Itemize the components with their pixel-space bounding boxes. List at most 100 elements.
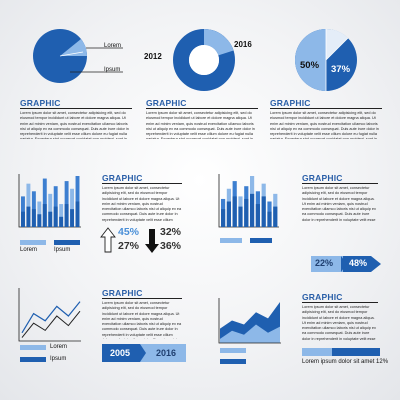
barR-bar-lower-8 (267, 211, 272, 227)
heading-r2c4: GRAPHIC (302, 173, 343, 183)
arrow-seg-22 (311, 256, 343, 272)
rule-r2c2 (102, 183, 182, 184)
arrow-label-22: 22% (315, 258, 334, 268)
barL-bar-lower-2 (31, 209, 36, 227)
barL-bar-lower-0 (21, 211, 25, 227)
pie3-label-50: 50% (300, 60, 320, 71)
bar-chart-left (18, 174, 81, 228)
arrow-down-icon (145, 229, 159, 253)
legend-swatch-ipsum-r3b (220, 359, 246, 364)
donut-slice-2012 (173, 29, 235, 91)
barL-bar-lower-8 (64, 204, 69, 227)
progress-caption: Lorem ipsum dolor sit amet 12% (302, 359, 389, 365)
pie3-slice-50 (295, 29, 326, 91)
pie1-slice-lorem (60, 39, 88, 56)
barL-bar-lower-5 (48, 211, 53, 227)
barR-bar-lower-9 (273, 206, 278, 227)
arrow-seg-48 (343, 256, 381, 272)
barL-bar-lower-6 (53, 206, 58, 227)
paragraph-r2c2: Lorem ipsum dolor sit amet, consectetur … (102, 186, 182, 222)
year-label-to: 2016 (156, 348, 177, 358)
area-chart (218, 298, 281, 344)
barR-bar-lower-7 (261, 196, 266, 227)
barR-bar-lower-4 (244, 198, 249, 227)
pie1-label-ipsum: Ipsum (104, 67, 121, 73)
arrow-label-48: 48% (349, 258, 368, 268)
bar-chart-right (218, 174, 279, 228)
paragraph-r1c3: Lorem ipsum dolor sit amet, consectetur … (270, 111, 379, 139)
pie3-label-37: 37% (331, 64, 351, 75)
barL-bar-4 (42, 178, 47, 227)
arrow-progress (311, 256, 381, 272)
legend-swatch-lorem-r3 (20, 345, 46, 350)
stat-down-a: 32% (160, 226, 182, 238)
paragraph-r1c2: Lorem ipsum dolor sit amet, consectetur … (146, 111, 255, 139)
progress-bar-fill (302, 348, 332, 356)
paragraph-r2c4: Lorem ipsum dolor sit amet, consectetur … (302, 186, 376, 222)
pie-chart-3 (295, 28, 357, 91)
barL-bar-2 (31, 191, 36, 227)
donut-hole (189, 45, 219, 75)
pie1-label-lorem: Lorem (104, 43, 122, 49)
barR-bar-lower-5 (250, 193, 255, 227)
heading-r1c2: GRAPHIC (146, 98, 187, 108)
rule-r2c4 (302, 183, 378, 184)
stat-up-b: 27% (118, 240, 140, 252)
barL-bar-0 (21, 196, 25, 227)
barR-bar-lower-2 (232, 196, 237, 227)
legend-swatch-lorem-r2 (20, 240, 46, 245)
legend-label-lorem-r3: Lorem (50, 344, 68, 350)
barL-bar-lower-10 (75, 201, 80, 227)
area-series-b (220, 324, 280, 343)
line-chart (18, 288, 81, 342)
rule-r1c2 (146, 108, 258, 109)
barR-bar-lower-3 (238, 206, 243, 227)
pie-chart-1 (33, 29, 123, 83)
area-chart-axes (218, 298, 281, 344)
barR-bar-lower-0 (221, 209, 226, 227)
rule-r1c3 (270, 108, 382, 109)
heading-r2c2: GRAPHIC (102, 173, 143, 183)
legend-label-ipsum-r3: Ipsum (50, 356, 67, 362)
barL-bar-lower-7 (59, 216, 64, 227)
paragraph-r3c2: Lorem ipsum dolor sit amet, consectetur … (102, 301, 182, 339)
stat-down-b: 36% (160, 240, 182, 252)
barL-bar-1 (26, 183, 31, 227)
year-banner-seg (102, 344, 146, 362)
year-label-from: 2005 (110, 348, 131, 358)
heading-r1c3: GRAPHIC (270, 98, 311, 108)
donut-label-2012: 2012 (144, 52, 162, 61)
legend-swatch-ipsum-r2b (250, 238, 272, 243)
barR-bar-lower-1 (226, 201, 231, 227)
paragraph-r3c4: Lorem ipsum dolor sit amet, consectetur … (302, 305, 376, 341)
arrow-up-icon (100, 227, 116, 253)
rule-r3c2 (102, 298, 182, 299)
donut-chart (173, 29, 235, 91)
rule-r1c1 (20, 108, 132, 109)
legend-label-lorem-r2: Lorem (20, 247, 38, 253)
barR-bar-lower-6 (255, 204, 260, 227)
legend-swatch-lorem-r2b (220, 238, 242, 243)
heading-r1c1: GRAPHIC (20, 98, 61, 108)
barL-bar-lower-4 (42, 204, 47, 227)
legend-swatch-ipsum-r2 (54, 240, 80, 245)
barL-bar-5 (48, 193, 53, 227)
barL-bar-lower-1 (26, 206, 31, 227)
legend-swatch-lorem-r3b (220, 348, 246, 353)
pie3-slice-rest (326, 28, 348, 60)
paragraph-r1c1: Lorem ipsum dolor sit amet, consectetur … (20, 111, 129, 139)
barL-bar-lower-3 (37, 214, 42, 227)
legend-swatch-ipsum-r3 (20, 357, 46, 362)
barL-bar-lower-9 (70, 209, 75, 227)
barL-bar-7 (59, 204, 64, 227)
heading-r3c4: GRAPHIC (302, 292, 343, 302)
year-banner (102, 344, 186, 362)
legend-label-ipsum-r2: Ipsum (54, 247, 71, 253)
stat-up-a: 45% (118, 226, 140, 238)
heading-r3c2: GRAPHIC (102, 288, 143, 298)
line-chart-axes (18, 288, 81, 342)
donut-label-2016: 2016 (234, 40, 252, 49)
line-series-a (21, 301, 81, 334)
line-series-b (21, 310, 81, 338)
rule-r3c4 (302, 302, 378, 303)
